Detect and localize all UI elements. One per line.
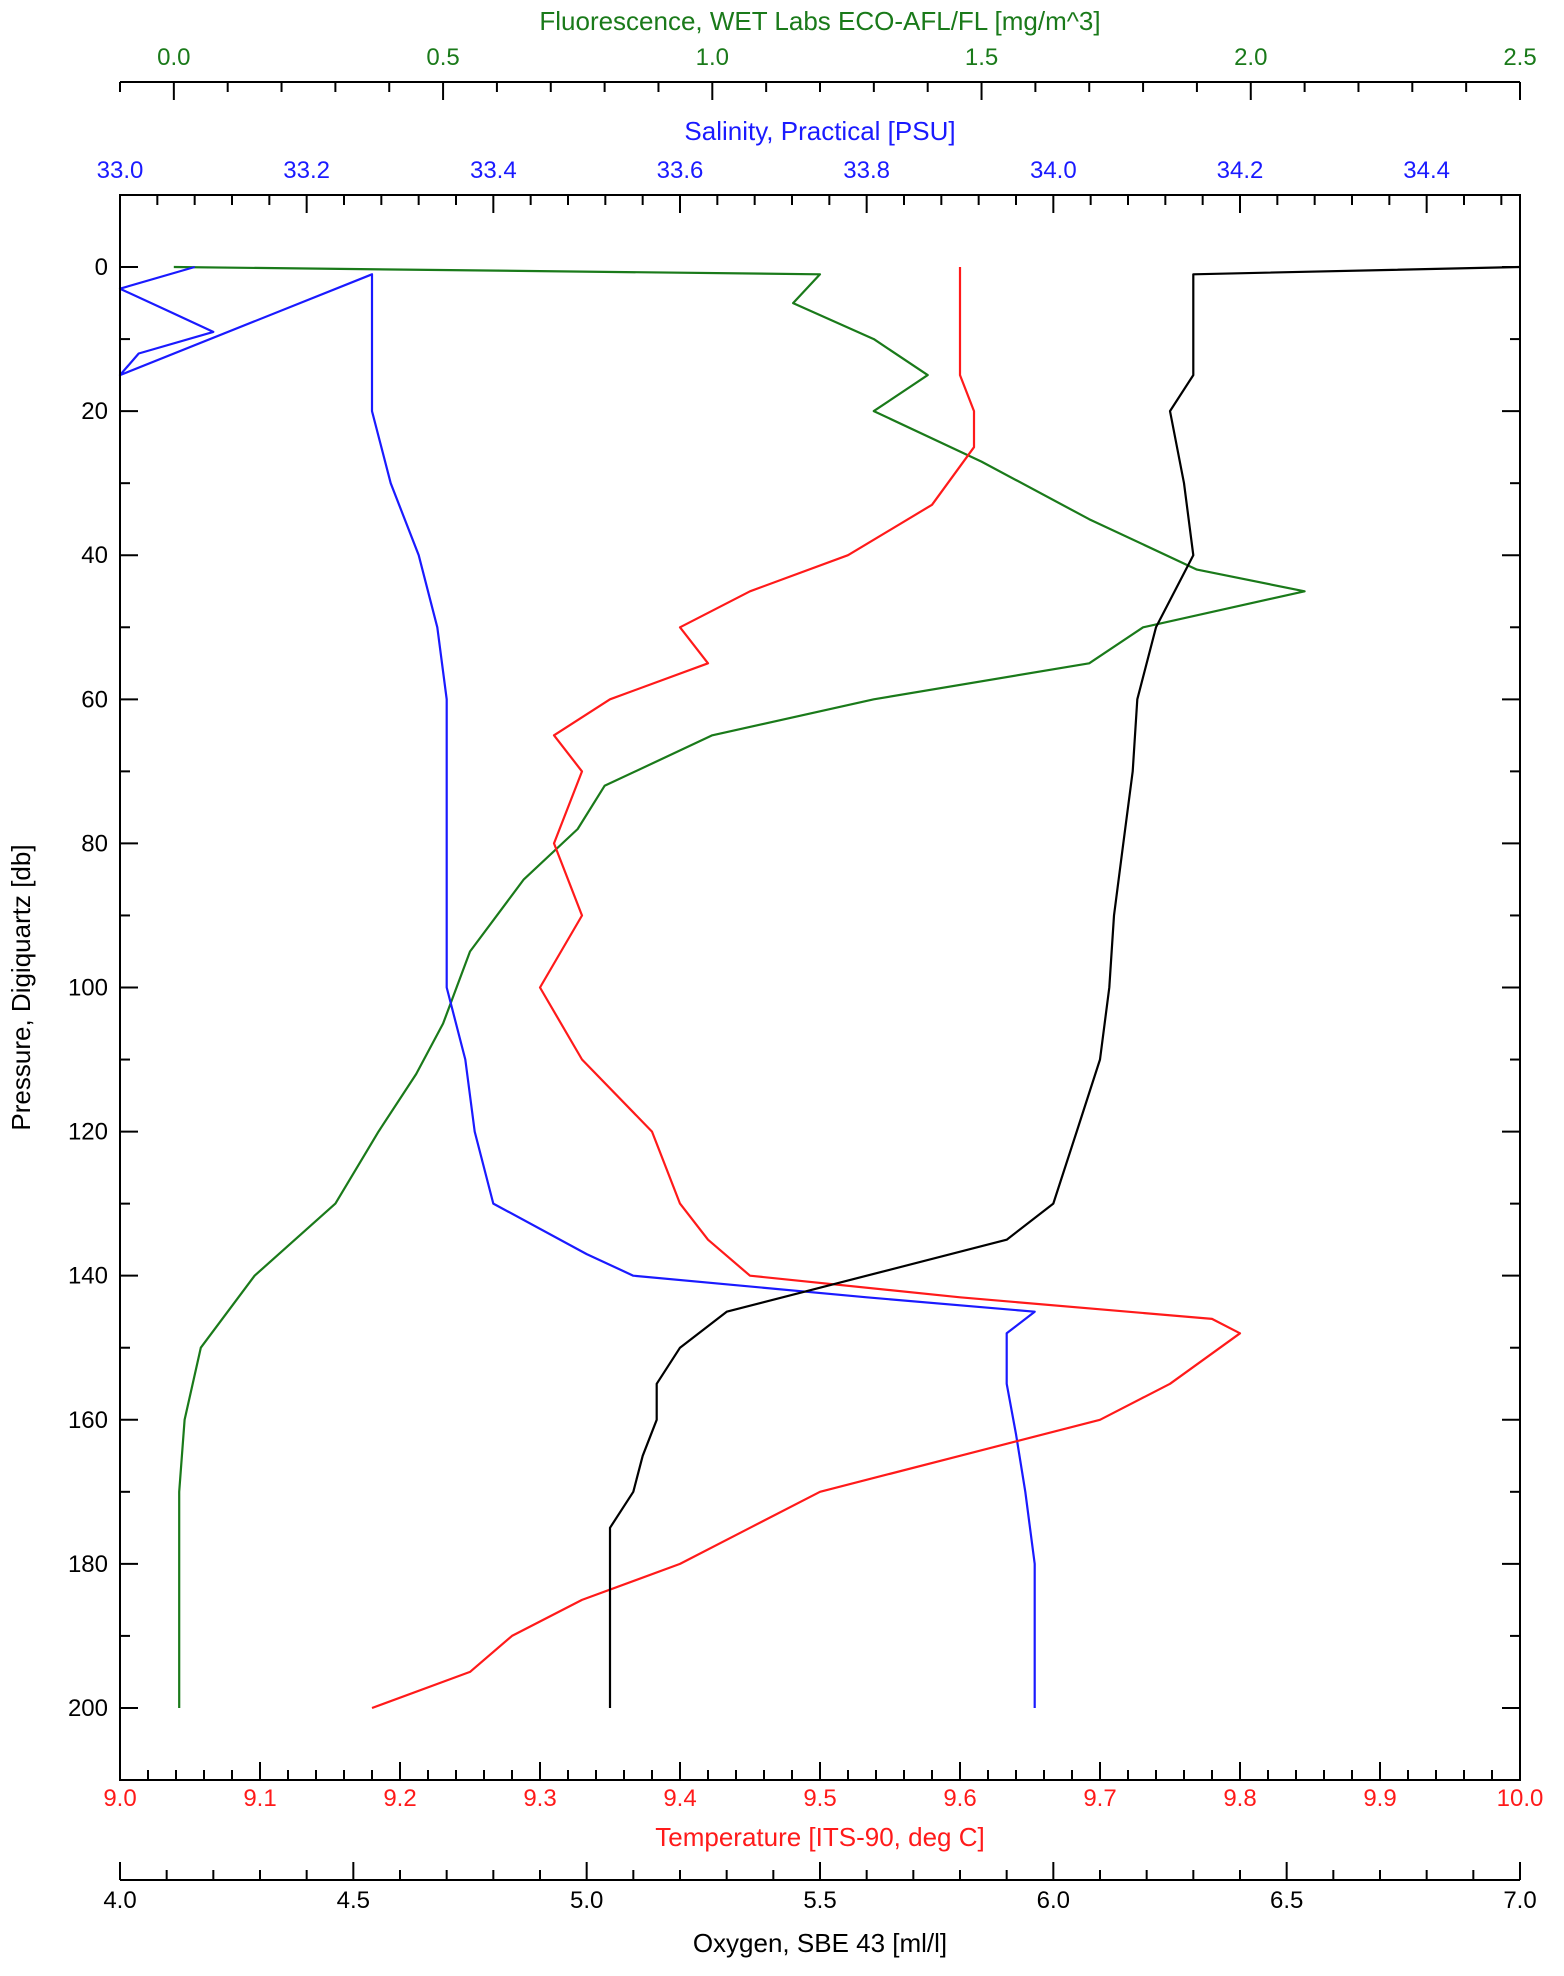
axes-layer: 0 20 40 60 80 100 120 140 160 180 200 Pressure, Dig… [6,6,1543,1958]
y-axis-title: Pressure, Digiquartz [db] [6,844,36,1130]
fluorescence-tick-label: 2.5 [1503,44,1536,71]
temperature-tick-label: 9.8 [1223,1785,1256,1812]
y-tick-label: 60 [81,686,108,713]
temperature-tick-label: 9.7 [1083,1785,1116,1812]
temperature-tick-label: 9.6 [943,1785,976,1812]
temperature-tick-label: 9.3 [523,1785,556,1812]
salinity-tick-label: 34.2 [1217,157,1264,184]
fluorescence-tick-label: 2.0 [1234,44,1267,71]
temperature-tick-label: 9.0 [103,1785,136,1812]
salinity-tick-label: 34.0 [1030,157,1077,184]
salinity-tick-label: 33.2 [283,157,330,184]
fluorescence-tick-label: 1.5 [965,44,998,71]
oxygen-tick-label: 5.0 [570,1887,603,1914]
fluorescence-series-line [173,265,1306,1708]
y-tick-label: 20 [81,398,108,425]
oxygen-tick-label: 6.5 [1270,1887,1303,1914]
y-tick-label: 0 [95,254,108,281]
temperature-series-line [371,267,1242,1710]
temperature-tick-label: 9.1 [243,1785,276,1812]
y-tick-label: 40 [81,542,108,569]
y-tick-label: 140 [68,1263,108,1290]
salinity-tick-label: 34.4 [1403,157,1450,184]
plot-frame [119,194,1521,1781]
salinity-axis-title: Salinity, Practical [PSU] [684,116,955,146]
y-tick-label: 180 [68,1551,108,1578]
y-tick-label: 120 [68,1119,108,1146]
oxygen-tick-label: 4.0 [103,1887,136,1914]
salinity-tick-label: 33.0 [97,157,144,184]
y-tick-label: 200 [68,1695,108,1722]
salinity-tick-label: 33.8 [843,157,890,184]
y-tick-label: 160 [68,1407,108,1434]
oxygen-tick-label: 4.5 [337,1887,370,1914]
temperature-axis-title: Temperature [ITS-90, deg C] [655,1822,984,1852]
salinity-tick-label: 33.4 [470,157,517,184]
fluorescence-tick-label: 0.5 [426,44,459,71]
temperature-tick-label: 10.0 [1497,1785,1544,1812]
oxygen-axis-title: Oxygen, SBE 43 [ml/l] [693,1928,947,1958]
oxygen-series-line [608,265,1521,1708]
y-tick-label: 100 [68,975,108,1002]
oxygen-tick-label: 5.5 [803,1887,836,1914]
temperature-tick-label: 9.2 [383,1785,416,1812]
oxygen-tick-label: 6.0 [1037,1887,1070,1914]
fluorescence-tick-label: 1.0 [696,44,729,71]
y-tick-label: 80 [81,830,108,857]
temperature-tick-label: 9.4 [663,1785,696,1812]
temperature-tick-label: 9.5 [803,1785,836,1812]
oxygen-tick-label: 7.0 [1503,1887,1536,1914]
temperature-tick-label: 9.9 [1363,1785,1396,1812]
fluorescence-tick-label: 0.0 [157,44,190,71]
salinity-tick-label: 33.6 [657,157,704,184]
fluorescence-axis-title: Fluorescence, WET Labs ECO-AFL/FL [mg/m^… [539,6,1100,36]
